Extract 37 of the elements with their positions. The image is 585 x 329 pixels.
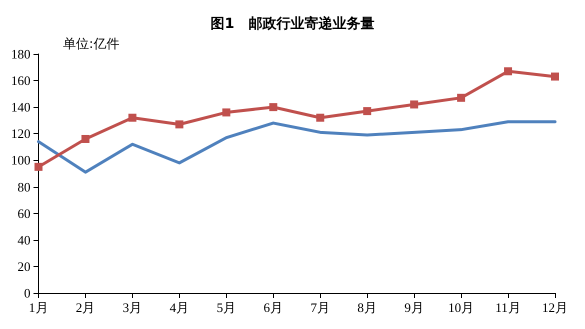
x-tick-label: 8月 [357, 300, 377, 315]
point [551, 72, 559, 81]
x-tick-label: 2月 [76, 300, 96, 315]
x-tick-label: 11月 [495, 300, 521, 315]
point [81, 134, 90, 143]
x-tick-label: 6月 [264, 300, 284, 315]
x-tick-label: 5月 [216, 300, 236, 315]
point [363, 107, 372, 116]
x-tick-label: 1月 [28, 300, 48, 315]
point [504, 67, 512, 76]
point [222, 108, 230, 116]
y-tick-label: 120 [11, 126, 30, 142]
x-tick-label: 10月 [448, 300, 474, 315]
x-tick-label: 7月 [310, 300, 330, 315]
y-tick-label: 100 [11, 152, 30, 168]
chart-title: 图1 邮政行业寄递业务量 [210, 15, 374, 32]
y-tick-label: 60 [18, 206, 30, 221]
point [316, 114, 324, 122]
y-tick-label: 80 [18, 179, 30, 194]
line-series [37, 120, 556, 174]
y-tick-label: 160 [11, 73, 30, 88]
y-tick-label: 180 [11, 46, 30, 62]
x-tick-label: 4月 [170, 300, 190, 315]
y-tick-label: 0 [24, 286, 30, 300]
y-tick-label: 140 [11, 100, 30, 115]
point [175, 120, 184, 128]
point [128, 114, 136, 122]
point [34, 162, 42, 171]
x-tick-label: 3月 [122, 300, 142, 315]
x-tick-label: 9月 [404, 300, 424, 315]
y-tick-label: 40 [18, 232, 30, 248]
y-tick-label: 20 [18, 258, 30, 274]
point [410, 100, 418, 108]
text: 单位:亿件 [63, 37, 120, 52]
point [269, 103, 278, 112]
x-tick-label: 12月 [542, 300, 568, 315]
point [457, 94, 466, 102]
